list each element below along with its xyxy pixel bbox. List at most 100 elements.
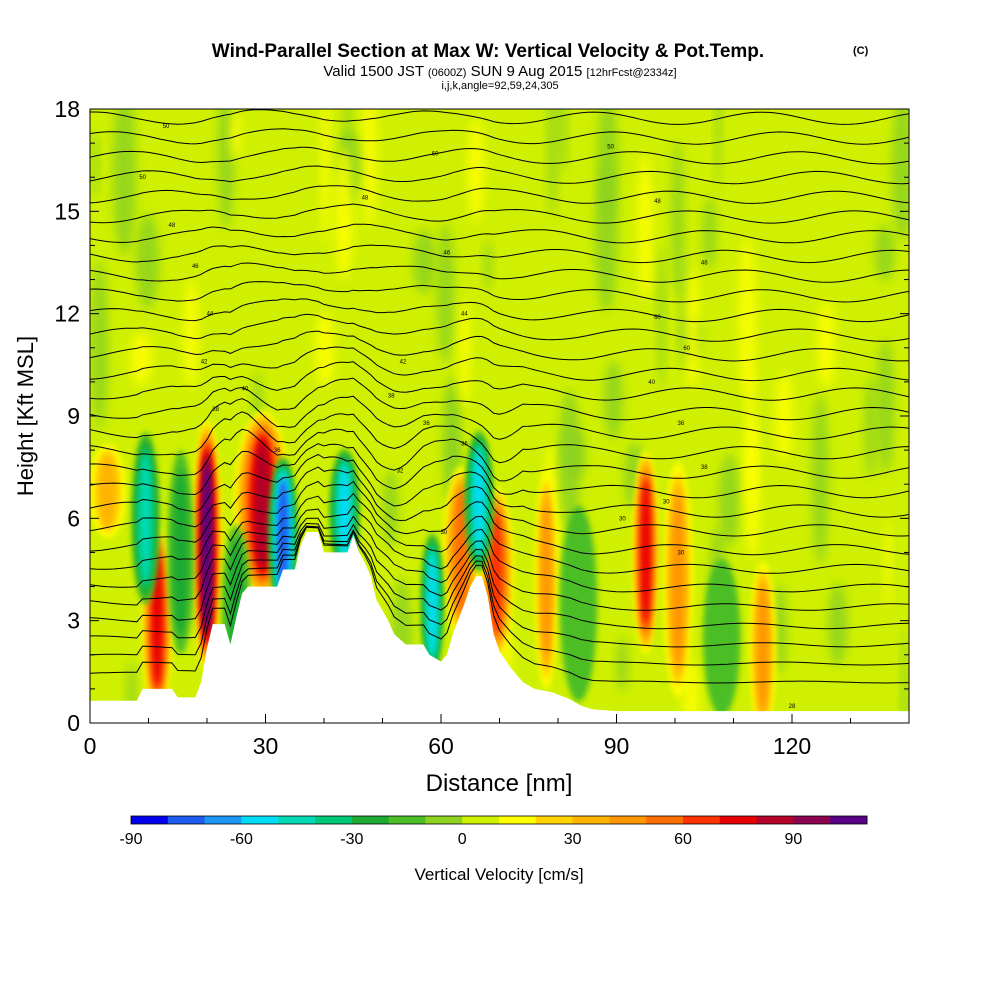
texture-streak xyxy=(702,197,717,270)
texture-streak xyxy=(412,229,436,295)
colorbar-swatch xyxy=(535,816,574,824)
x-tick-label: 60 xyxy=(428,733,454,759)
colorbar-label: Vertical Velocity [cm/s] xyxy=(414,865,583,884)
isentrope-line xyxy=(90,480,909,556)
title-mark: (C) xyxy=(853,45,869,57)
updraft-band xyxy=(254,440,271,569)
isentrope-label: 36 xyxy=(274,448,281,454)
y-tick-label: 12 xyxy=(54,301,80,327)
colorbar-tick-label: 30 xyxy=(564,831,582,848)
colorbar-swatch xyxy=(719,816,758,824)
isentrope-label: 42 xyxy=(400,359,407,365)
plot-area: 50 60 50 50 48 48 48 46 46 48 44 44 60 42 42 60 40 38 40 38… xyxy=(90,109,909,723)
y-tick-label: 9 xyxy=(67,403,80,429)
isentrope-line xyxy=(90,525,909,648)
colorbar-tick-label: -30 xyxy=(340,831,363,848)
isentrope-line xyxy=(90,223,909,244)
downdraft-band xyxy=(474,451,484,552)
updraft-band xyxy=(152,556,162,686)
isentrope-line xyxy=(90,146,909,165)
texture-streak xyxy=(321,109,330,247)
x-tick-label: 90 xyxy=(604,733,630,759)
texture-streak xyxy=(459,299,471,408)
y-tick-label: 3 xyxy=(67,608,80,634)
colorbar-tick-label: -60 xyxy=(230,831,253,848)
colorbar-frame xyxy=(130,815,868,825)
texture-streak xyxy=(775,372,793,462)
texture-streak xyxy=(334,147,353,280)
colorbar-tick-label: -90 xyxy=(119,831,142,848)
isentrope-label: 30 xyxy=(441,530,448,536)
isentrope-line xyxy=(90,361,909,401)
isentrope-label: 30 xyxy=(619,516,626,522)
isentrope-label: 36 xyxy=(423,421,430,427)
updraft-band xyxy=(541,500,551,660)
x-tick-label: 30 xyxy=(253,733,279,759)
texture-streak xyxy=(685,267,700,391)
isentrope-line xyxy=(90,522,909,630)
isentrope-line xyxy=(90,185,909,204)
y-tick-label: 15 xyxy=(54,198,80,224)
colorbar-swatch xyxy=(315,816,353,824)
downdraft-band xyxy=(428,553,437,654)
y-tick-label: 0 xyxy=(67,710,80,736)
isentrope-label: 30 xyxy=(663,499,670,505)
texture-streak xyxy=(884,518,892,612)
colorbar-swatch xyxy=(830,816,868,824)
isentrope-line xyxy=(90,453,909,518)
texture-streak xyxy=(891,109,909,242)
isentrope-label: 46 xyxy=(444,250,451,256)
isentrope-line xyxy=(90,428,909,482)
downdraft-band xyxy=(559,505,598,702)
updraft-cell xyxy=(662,462,693,698)
texture-streak xyxy=(901,628,909,723)
isentrope-label: 36 xyxy=(461,441,468,447)
isentrope-line xyxy=(90,411,909,464)
colorbar-swatch xyxy=(683,816,721,824)
texture-streak xyxy=(715,109,722,189)
texture-streak xyxy=(594,164,618,313)
downdraft-cell xyxy=(167,450,194,655)
isentrope-line xyxy=(90,504,909,593)
isentrope-line xyxy=(90,492,909,574)
isentrope-line xyxy=(90,515,909,611)
isentrope-line xyxy=(90,262,909,283)
isentrope-line xyxy=(90,346,909,382)
texture-streak xyxy=(817,300,836,388)
isentrope-label: 42 xyxy=(201,359,208,365)
isentrope-label: 44 xyxy=(207,312,214,318)
texture-streak xyxy=(467,118,485,223)
updraft-band xyxy=(672,494,684,665)
texture-streak xyxy=(183,278,199,390)
colorbar-swatch xyxy=(388,816,426,824)
isentrope-label: 30 xyxy=(678,550,685,556)
colorbar-tick-label: 60 xyxy=(674,831,692,848)
isentrope-line xyxy=(90,443,909,499)
subtitle-date: SUN 9 Aug 2015 xyxy=(471,63,583,80)
colorbar-swatch xyxy=(499,816,537,824)
isentrope-label: 50 xyxy=(139,175,146,181)
isentrope-line xyxy=(90,526,909,666)
colorbar: -90 -60 -30 0 30 60 90 xyxy=(119,815,868,848)
updraft-cell xyxy=(90,443,127,539)
colorbar-swatch xyxy=(351,816,390,824)
texture-streak xyxy=(616,637,628,692)
y-axis-label: Height [Kft MSL] xyxy=(13,336,38,496)
isentrope-labels: 50 60 50 50 48 48 48 46 46 48 44 44 60 42 42 60 40 38 40 38… xyxy=(139,124,796,710)
colorbar-swatch xyxy=(646,816,684,824)
chart-subtitle: Valid 1500 JST (0600Z) SUN 9 Aug 2015 [1… xyxy=(323,63,676,80)
isentrope-label: 46 xyxy=(192,264,199,270)
isentrope-line xyxy=(90,466,909,537)
isentrope-label: 32 xyxy=(397,469,404,475)
updraft-band xyxy=(203,461,211,630)
subtitle-utc: (0600Z) xyxy=(428,67,467,79)
isentrope-label: 38 xyxy=(701,465,708,471)
texture-streak xyxy=(738,238,756,397)
isentrope-label: 48 xyxy=(169,223,176,229)
texture-streak xyxy=(683,659,700,723)
isentrope-label: 60 xyxy=(654,315,661,321)
y-tick-label: 18 xyxy=(54,96,80,122)
texture-streak xyxy=(483,240,493,291)
x-tick-label: 0 xyxy=(84,733,97,759)
